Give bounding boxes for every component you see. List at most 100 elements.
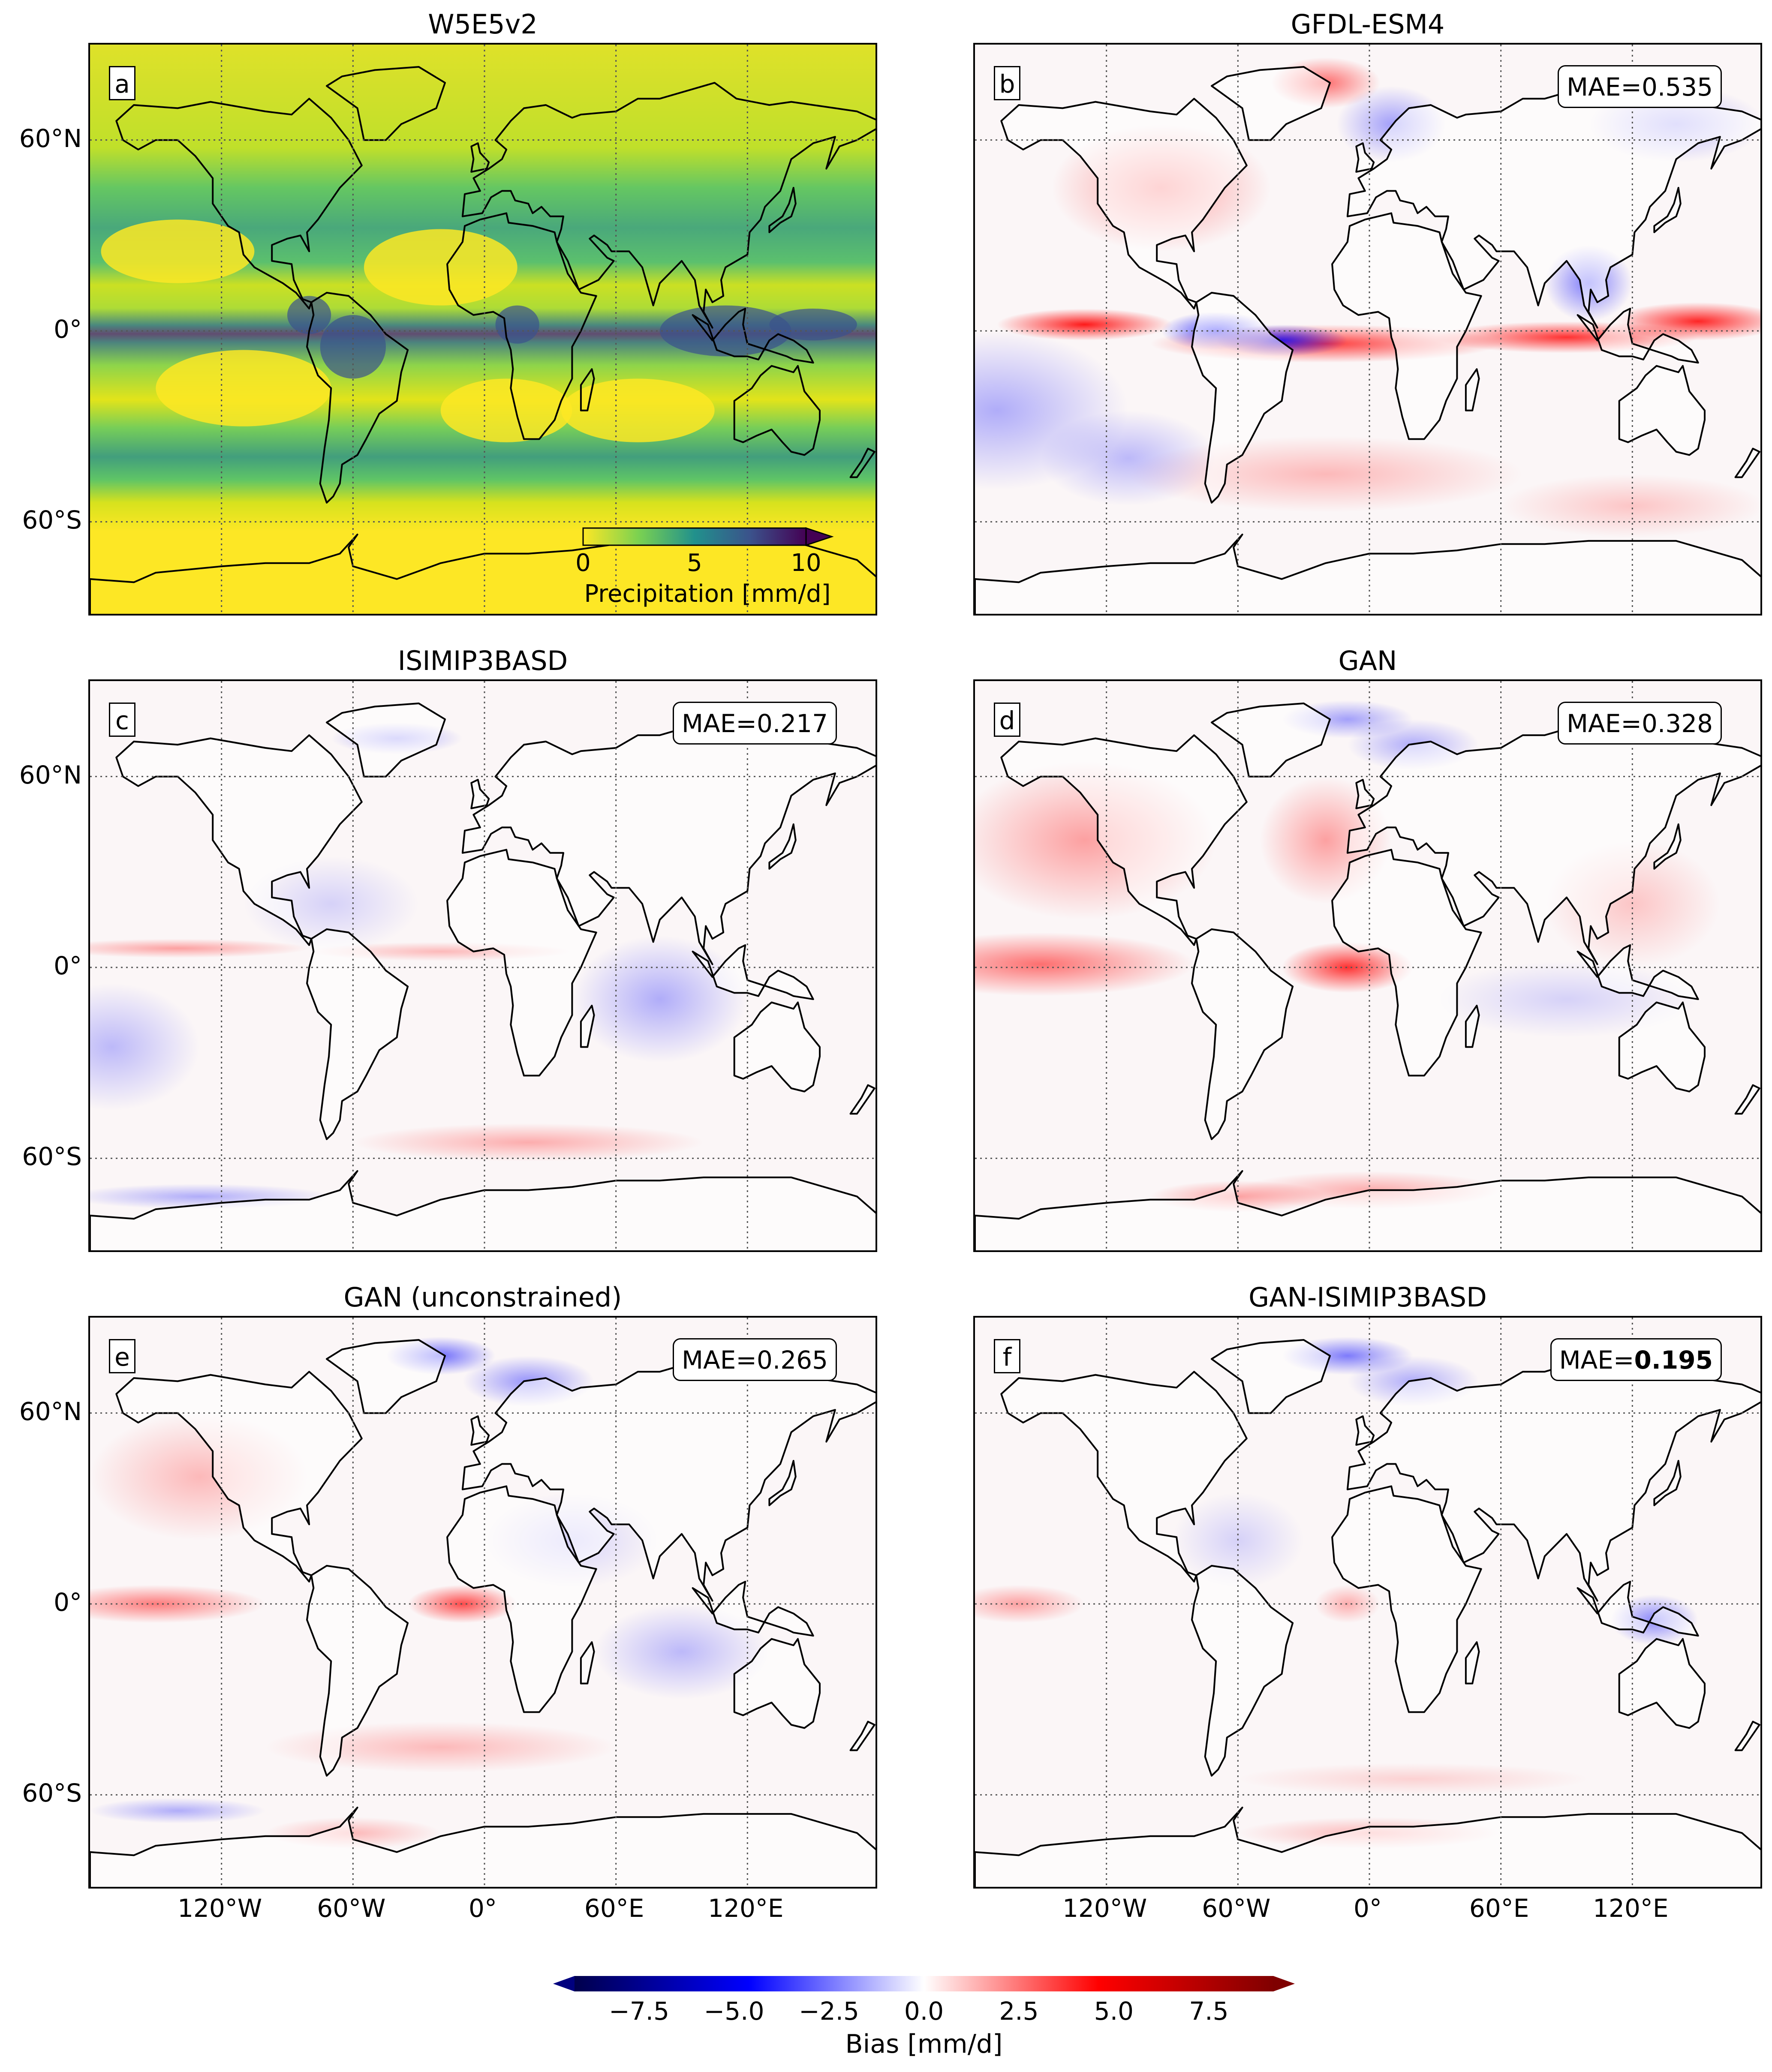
inset-colorbar-tick: 5 (687, 549, 702, 577)
new-zealand-coastline (1734, 447, 1760, 478)
map-panel-a: a 0 5 10 Precipitation [mm/d] (88, 43, 877, 616)
lat-label: 0° (54, 315, 82, 344)
antarctica-coastline (975, 534, 1760, 614)
bias-colorbar-tick: −7.5 (609, 1997, 670, 2026)
bias-colorbar-tick: 2.5 (999, 1997, 1039, 2026)
eurasia-coastline (461, 82, 875, 329)
japan-coastline (1653, 187, 1682, 233)
australia-coastline (1618, 365, 1706, 456)
africa-coastline (446, 212, 597, 440)
japan-coastline (1653, 1460, 1682, 1506)
bias-colorbar-tick: 5.0 (1094, 1997, 1134, 2026)
australia-coastline (1618, 1638, 1706, 1729)
antarctica-coastline (90, 1807, 875, 1887)
africa-coastline (446, 849, 597, 1077)
panel-letter: f (994, 1339, 1020, 1373)
lon-label: 120°W (1062, 1894, 1147, 1923)
map-panel-d: d MAE=0.328 (973, 679, 1762, 1252)
madagascar-coastline (1465, 1005, 1480, 1048)
lat-label: 60°S (22, 1142, 82, 1171)
panel-title: W5E5v2 (428, 9, 538, 40)
antarctica-coastline (975, 1170, 1760, 1250)
bias-colorbar-tick: −5.0 (704, 1997, 764, 2026)
north-america-coastline (115, 734, 363, 946)
madagascar-coastline (580, 1005, 595, 1048)
eurasia-coastline (1346, 718, 1760, 965)
mae-badge: MAE=0.195 (1550, 1338, 1722, 1381)
inset-colorbar-tick: 10 (791, 549, 821, 577)
map-canvas (975, 45, 1760, 614)
map-panel-f: f MAE=0.195 (973, 1316, 1762, 1889)
new-zealand-coastline (849, 447, 875, 478)
inset-colorbar-tick: 0 (575, 549, 591, 577)
map-panel-c: c MAE=0.217 (88, 679, 877, 1252)
lat-label: 60°N (19, 760, 82, 790)
eurasia-coastline (461, 718, 875, 965)
madagascar-coastline (580, 1641, 595, 1685)
lat-label: 0° (54, 951, 82, 980)
uk-coastline (1355, 779, 1375, 809)
panel-title: GAN (1338, 645, 1397, 676)
north-america-coastline (115, 1371, 363, 1583)
panel-letter: d (994, 703, 1020, 737)
mae-value: 0.535 (1641, 72, 1713, 102)
inset-colorbar-label: Precipitation [mm/d] (584, 580, 831, 608)
mae-label: MAE= (1559, 1345, 1634, 1375)
north-america-coastline (1000, 98, 1248, 309)
mae-badge: MAE=0.265 (672, 1338, 837, 1381)
indonesia-coastline (1576, 944, 1699, 1000)
map-panel-e: e MAE=0.265 (88, 1316, 877, 1889)
new-zealand-coastline (849, 1084, 875, 1115)
uk-coastline (470, 142, 490, 173)
greenland-coastline (1211, 1339, 1331, 1414)
uk-coastline (1355, 142, 1375, 173)
japan-coastline (768, 823, 797, 870)
panel-title: GFDL-ESM4 (1291, 9, 1445, 40)
mae-badge: MAE=0.328 (1557, 702, 1722, 745)
lon-label: 0° (1354, 1894, 1382, 1923)
australia-coastline (733, 1638, 821, 1729)
uk-coastline (470, 779, 490, 809)
madagascar-coastline (1465, 1641, 1480, 1685)
new-zealand-coastline (849, 1721, 875, 1751)
map-canvas (90, 681, 875, 1250)
indonesia-coastline (1576, 1581, 1699, 1637)
map-canvas (90, 45, 875, 614)
panel-title: ISIMIP3BASD (397, 645, 568, 676)
north-america-coastline (1000, 734, 1248, 946)
lon-label: 60°E (584, 1894, 644, 1923)
madagascar-coastline (1465, 368, 1480, 411)
mae-badge: MAE=0.535 (1557, 65, 1722, 108)
japan-coastline (1653, 823, 1682, 870)
eurasia-coastline (461, 1355, 875, 1602)
mae-value: 0.328 (1641, 709, 1713, 738)
mae-value: 0.195 (1634, 1345, 1713, 1375)
mae-label: MAE= (1566, 72, 1642, 102)
map-panel-b: b MAE=0.535 (973, 43, 1762, 616)
greenland-coastline (1211, 703, 1331, 778)
panel-letter: a (109, 66, 135, 100)
map-canvas (975, 1318, 1760, 1887)
japan-coastline (768, 187, 797, 233)
mae-label: MAE= (681, 709, 757, 738)
africa-coastline (446, 1485, 597, 1713)
lon-label: 60°W (1202, 1894, 1271, 1923)
bias-colorbar-label: Bias [mm/d] (845, 2029, 1003, 2059)
panel-letter: c (109, 703, 135, 737)
eurasia-coastline (1346, 1355, 1760, 1602)
antarctica-coastline (90, 534, 875, 614)
uk-coastline (1355, 1415, 1375, 1446)
africa-coastline (1331, 212, 1482, 440)
mae-label: MAE= (1566, 709, 1642, 738)
lon-label: 120°E (708, 1894, 784, 1923)
indonesia-coastline (1576, 308, 1699, 364)
bias-colorbar-tick: 7.5 (1189, 1997, 1229, 2026)
panel-letter: e (109, 1339, 135, 1373)
panel-title: GAN-ISIMIP3BASD (1249, 1282, 1487, 1313)
africa-coastline (1331, 1485, 1482, 1713)
north-america-coastline (115, 98, 363, 309)
lat-label: 60°N (19, 1396, 82, 1426)
greenland-coastline (326, 66, 446, 141)
lon-label: 60°W (317, 1894, 386, 1923)
lat-label: 60°S (22, 1778, 82, 1808)
